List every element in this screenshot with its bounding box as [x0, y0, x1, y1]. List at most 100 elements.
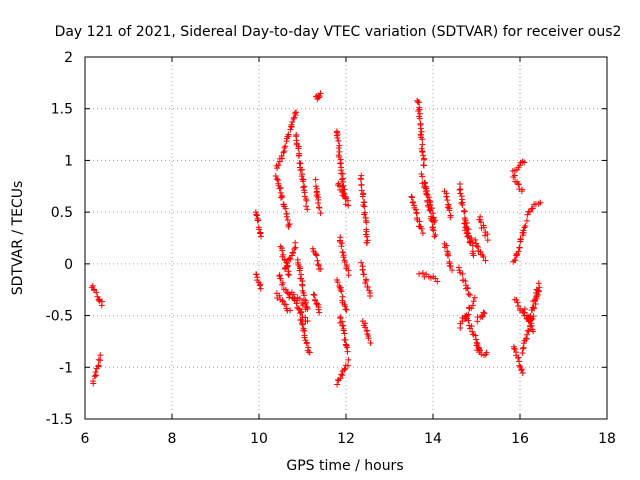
data-point — [287, 256, 294, 263]
data-point — [287, 307, 294, 314]
data-point — [338, 288, 345, 295]
data-point — [524, 331, 531, 338]
data-point — [287, 126, 294, 133]
data-point — [420, 162, 427, 169]
data-point — [253, 212, 260, 219]
data-point — [316, 93, 323, 100]
data-point — [364, 239, 371, 246]
data-point — [317, 90, 324, 97]
data-point — [514, 299, 521, 306]
data-point — [282, 143, 289, 150]
data-point — [484, 231, 491, 238]
data-point — [533, 293, 540, 300]
data-point — [483, 349, 490, 356]
data-point — [312, 251, 319, 258]
data-point — [341, 330, 348, 337]
data-point — [298, 320, 305, 327]
data-point — [341, 366, 348, 373]
data-point — [416, 270, 423, 277]
data-point — [315, 306, 322, 313]
data-point — [480, 224, 487, 231]
data-point — [255, 217, 262, 224]
data-point — [512, 257, 519, 264]
data-point — [359, 266, 366, 273]
data-point — [522, 223, 529, 230]
data-point — [419, 148, 426, 155]
data-point — [299, 313, 306, 320]
y-tick-label: 0 — [64, 257, 73, 273]
data-point — [289, 119, 296, 126]
data-point — [418, 170, 425, 177]
data-point — [423, 187, 430, 194]
data-point — [358, 187, 365, 194]
data-point — [516, 244, 523, 251]
data-point — [420, 152, 427, 159]
data-point — [279, 194, 286, 201]
data-point — [360, 199, 367, 206]
data-point — [516, 162, 523, 169]
data-point — [298, 275, 305, 282]
y-axis-label: SDTVAR / TECUs — [10, 181, 26, 296]
data-point — [303, 203, 310, 210]
data-point — [468, 235, 475, 242]
data-point — [525, 313, 532, 320]
axis-ticks: 6 8 10 12 14 16 18 2 1.5 1 0.5 0 -0.5 -1 -1.5 — [46, 50, 616, 447]
data-point — [312, 176, 319, 183]
data-point — [297, 160, 304, 167]
data-point — [481, 310, 488, 317]
data-point — [285, 131, 292, 138]
data-point — [367, 339, 374, 346]
data-point — [477, 219, 484, 226]
data-point — [95, 362, 102, 369]
data-point — [465, 290, 472, 297]
data-point — [364, 284, 371, 291]
y-tick-label: -1.5 — [46, 412, 73, 428]
data-point — [345, 202, 352, 209]
data-point — [301, 334, 308, 341]
data-point — [256, 282, 263, 289]
data-point — [434, 278, 441, 285]
data-point — [297, 310, 304, 317]
data-point — [302, 297, 309, 304]
data-point — [461, 208, 468, 215]
data-point — [303, 197, 310, 204]
data-point — [277, 275, 284, 282]
data-point — [276, 185, 283, 192]
data-point — [535, 280, 542, 287]
data-point — [523, 335, 530, 342]
data-point — [286, 272, 293, 279]
y-tick-label: -1 — [59, 360, 73, 376]
data-point — [359, 193, 366, 200]
x-axis-label: GPS time / hours — [286, 458, 403, 474]
data-point — [97, 352, 104, 359]
data-point — [284, 216, 291, 223]
data-point — [338, 243, 345, 250]
data-point — [310, 291, 317, 298]
data-point — [317, 265, 324, 272]
data-point — [284, 262, 291, 269]
data-point — [478, 312, 485, 319]
data-point — [315, 199, 322, 206]
data-point — [419, 230, 426, 237]
data-point — [337, 286, 344, 293]
data-point — [288, 123, 295, 130]
data-point — [344, 362, 351, 369]
data-point — [282, 205, 289, 212]
data-point — [363, 233, 370, 240]
data-point — [277, 184, 284, 191]
data-point — [278, 152, 285, 159]
chart-title: Day 121 of 2021, Sidereal Day-to-day VTE… — [55, 24, 622, 40]
data-point — [511, 172, 518, 179]
data-point — [340, 327, 347, 334]
data-point — [344, 348, 351, 355]
data-point — [338, 240, 345, 247]
data-point — [443, 193, 450, 200]
data-point — [285, 223, 292, 230]
data-point — [474, 340, 481, 347]
data-point — [521, 309, 528, 316]
data-point — [367, 293, 374, 300]
data-point — [281, 144, 288, 151]
data-point — [296, 295, 303, 302]
data-point — [304, 206, 311, 213]
x-tick-label: 12 — [337, 431, 355, 447]
